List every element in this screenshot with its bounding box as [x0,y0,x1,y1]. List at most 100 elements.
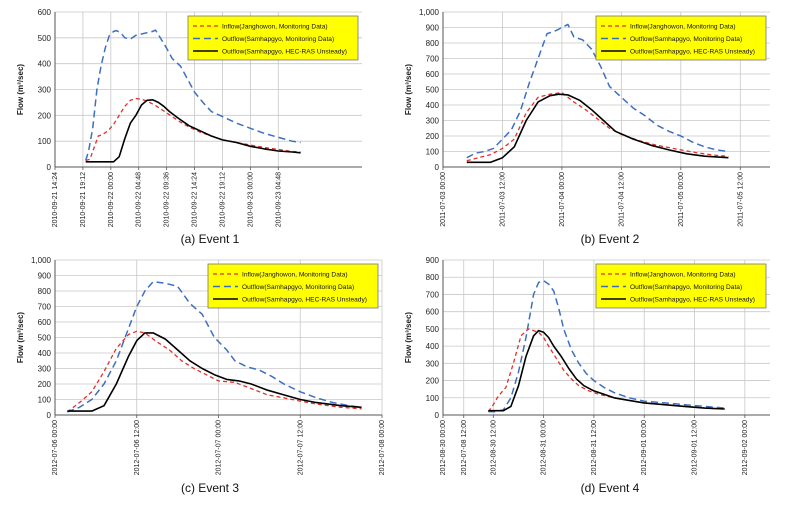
y-axis-label: Flow (m³/sec) [16,64,25,115]
y-tick-label: 100 [38,396,52,405]
y-tick-label: 100 [426,148,440,157]
legend-label-outflow-sim: Outflow(Samhapgyo, HEC-RAS Unsteady) [242,297,367,304]
x-tick-label: 2012-07-07 12:00 [297,420,304,475]
y-tick-label: 300 [426,117,440,126]
x-tick-label: 2011-07-04 12:00 [618,172,625,227]
y-tick-label: 200 [38,380,52,389]
y-tick-label: 100 [38,137,52,146]
chart-panel-1: 0 100 200 300 400 500 600 2010-09-21 14:24 2010-… [16,8,362,246]
y-tick-label: 700 [426,55,440,64]
legend-label-outflow-obs: Outflow(Samhapgyo, Monitoring Data) [630,36,742,43]
y-tick-label: 100 [426,394,440,403]
chart-caption: (d) Event 4 [581,481,640,495]
x-tick-label: 2012-08-30 12:00 [490,420,497,475]
legend: Inflow(Janghowon, Monitoring Data) Outflo… [187,15,359,61]
series-line-inflow [66,330,362,413]
y-axis-label: Flow (m³/sec) [404,64,413,115]
legend-label-outflow-sim: Outflow(Samhapgyo, HEC-RAS Unsteady) [630,297,755,304]
series-line-inflow [487,328,725,412]
series-line-outflow-sim [488,329,725,412]
series-line-outflow-obs [488,279,725,413]
legend-label-inflow: Inflow(Janghowon, Monitoring Data) [630,272,736,279]
x-tick-label: 2010-09-21 19:12 [80,172,87,227]
x-tick-label: 2010-09-22 14:24 [192,172,199,227]
x-tick-label: 2010-09-23 04:48 [275,172,282,227]
legend-label-outflow-obs: Outflow(Samhapgyo, Monitoring Data) [242,284,354,291]
x-tick-label: 2010-09-22 19:12 [219,172,226,227]
x-tick-label: 2010-09-22 09:36 [164,172,171,227]
series-line-outflow-sim [85,99,301,163]
series-line-outflow-obs [67,280,362,413]
y-tick-label: 500 [426,86,440,95]
legend-label-outflow-obs: Outflow(Samhapgyo, Monitoring Data) [222,36,334,43]
y-tick-label: 300 [38,365,52,374]
y-tick-label: 200 [426,377,440,386]
y-tick-label: 800 [426,39,440,48]
y-tick-label: 900 [426,256,440,265]
legend-label-inflow: Inflow(Janghowon, Monitoring Data) [242,272,348,279]
y-tick-label: 300 [426,359,440,368]
chart-caption: (b) Event 2 [581,232,640,246]
legend-label-outflow-obs: Outflow(Samhapgyo, Monitoring Data) [630,284,742,291]
y-axis-label: Flow (m³/sec) [16,312,25,363]
y-tick-label: 1,000 [31,256,52,265]
x-tick-label: 2010-09-22 00:00 [108,172,115,227]
y-tick-label: 500 [38,334,52,343]
x-tick-label: 2012-09-01 00:00 [641,420,648,475]
y-tick-label: 300 [38,86,52,95]
x-tick-label: 2010-09-22 04:48 [136,172,143,227]
chart-caption: (c) Event 3 [181,481,239,495]
series-line-outflow-obs [466,23,729,159]
legend-label-outflow-sim: Outflow(Samhapgyo, HEC-RAS Unsteady) [222,49,347,56]
y-tick-label: 400 [426,101,440,110]
chart-panel-2: 0 100 200 300 400 500 600 700 800 900 1,000 2011-07… [404,8,770,246]
y-tick-label: 900 [38,272,52,281]
x-tick-label: 2011-07-04 00:00 [559,172,566,227]
y-tick-label: 500 [426,325,440,334]
y-tick-label: 600 [426,70,440,79]
y-tick-label: 600 [38,318,52,327]
y-tick-label: 500 [38,34,52,43]
x-tick-label: 2011-07-05 00:00 [678,172,685,227]
legend: Inflow(Janghowon, Monitoring Data) Outflo… [207,263,379,309]
y-tick-label: 200 [38,111,52,120]
x-tick-label: 2010-09-21 14:24 [52,172,59,227]
x-tick-label: 2012-09-02 00:00 [742,420,749,475]
y-tick-label: 0 [435,411,440,420]
y-tick-label: 600 [426,308,440,317]
x-tick-label: 2012-09-01 12:00 [692,420,699,475]
legend: Inflow(Janghowon, Monitoring Data) Outflo… [595,263,767,309]
y-tick-label: 700 [426,290,440,299]
x-tick-label: 2011-07-03 12:00 [499,172,506,227]
y-tick-label: 700 [38,303,52,312]
series-line-outflow-sim [67,332,362,412]
series-line-outflow-obs [84,29,301,161]
x-tick-label: 2010-09-23 00:00 [247,172,254,227]
y-tick-label: 800 [38,287,52,296]
x-tick-label: 2012-08-31 00:00 [541,420,548,475]
y-tick-label: 900 [426,24,440,33]
y-tick-label: 400 [38,60,52,69]
chart-caption: (a) Event 1 [181,232,240,246]
y-tick-label: 200 [426,132,440,141]
y-tick-label: 400 [426,342,440,351]
series-line-inflow [85,97,301,162]
y-tick-label: 0 [435,163,440,172]
legend-label-inflow: Inflow(Janghowon, Monitoring Data) [630,24,736,31]
chart-panel-3: 0 100 200 300 400 500 600 700 800 900 1,000 2012-07… [16,256,468,495]
y-tick-label: 400 [38,349,52,358]
y-tick-label: 1,000 [419,8,440,17]
y-tick-label: 0 [47,163,52,172]
series-line-inflow [466,91,729,162]
x-tick-label: 2012-07-06 00:00 [52,420,59,475]
y-tick-label: 600 [38,8,52,17]
y-axis-label: Flow (m³/sec) [404,312,413,363]
y-tick-label: 0 [47,411,52,420]
x-tick-label: 2012-08-30 00:00 [440,420,447,475]
legend: Inflow(Janghowon, Monitoring Data) Outflo… [595,15,767,61]
x-tick-label: 2011-07-05 12:00 [737,172,744,227]
x-tick-label: 2012-07-06 12:00 [134,420,141,475]
x-tick-label: 2012-07-08 12:00 [461,420,468,475]
